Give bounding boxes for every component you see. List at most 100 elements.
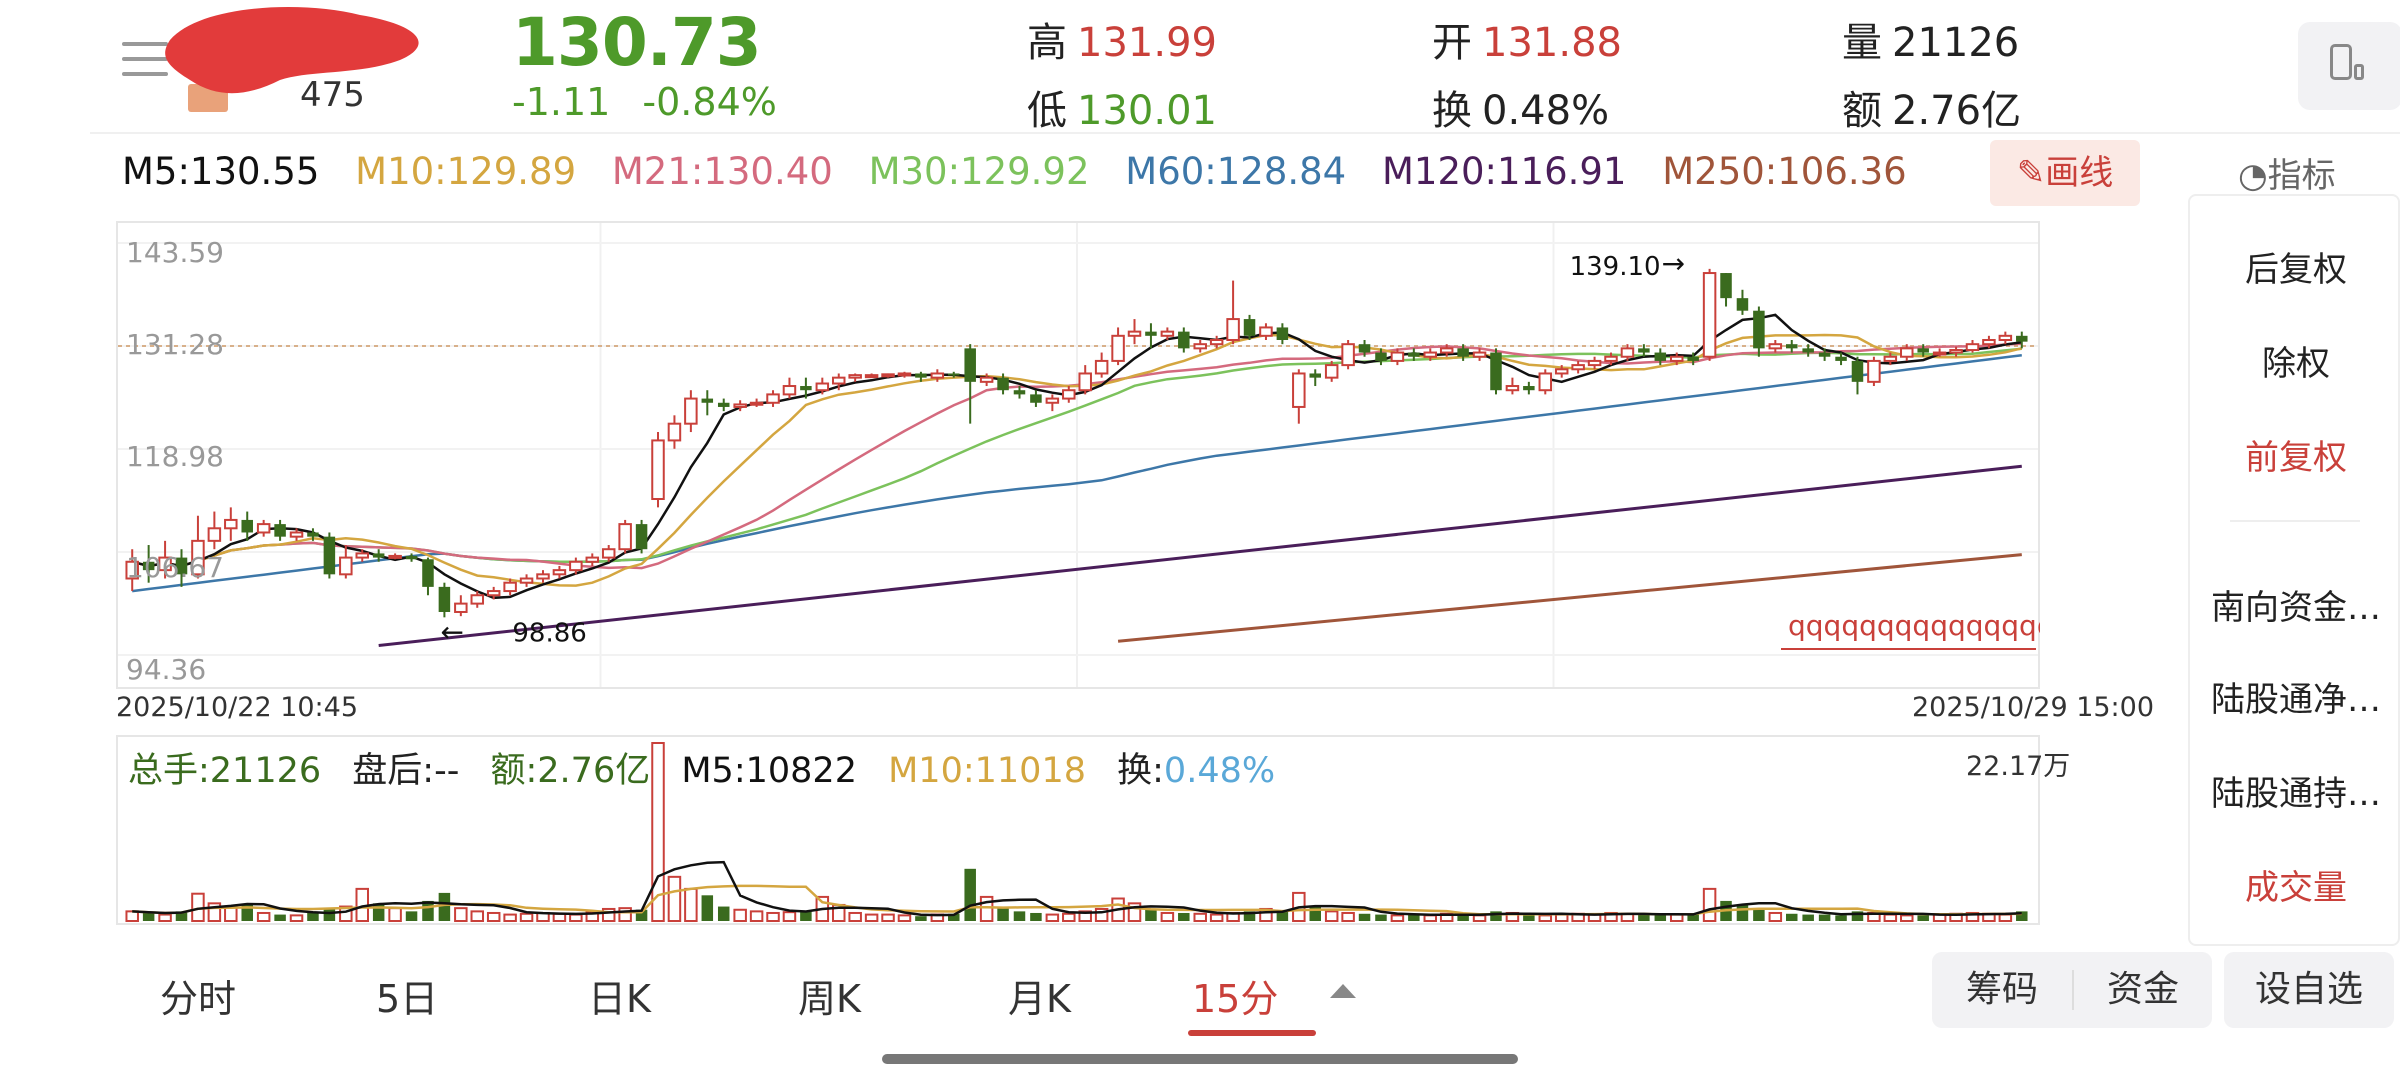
kline-chart[interactable]: 139.10→ 98.86 ← qqqqqqqqqqqqqqqqq — [116, 221, 2040, 689]
change-value: -1.11 — [512, 80, 611, 124]
candle-body — [800, 386, 812, 391]
candle-body — [1375, 352, 1387, 361]
candle-body — [486, 590, 501, 597]
vol-turn-label: 换: — [1117, 751, 1164, 791]
volume-bar — [948, 913, 960, 921]
candle-body — [1982, 338, 1996, 346]
tab-5day[interactable]: 5日 — [376, 977, 439, 1021]
volume-bar — [256, 911, 271, 922]
candle-body — [470, 594, 485, 605]
volume-bar — [667, 875, 682, 923]
pencil-icon: ✎ — [2016, 153, 2046, 193]
volume-bar — [1768, 911, 1783, 922]
menu-icon[interactable] — [122, 42, 168, 82]
candle-body — [1669, 355, 1684, 362]
volume-bar — [1702, 887, 1717, 922]
add-watchlist-button[interactable]: 设自选 — [2224, 952, 2394, 1028]
volume-bar — [470, 910, 485, 922]
candle-body — [1390, 351, 1405, 362]
ma60-label: M60:128.84 — [1125, 150, 1347, 193]
candle-body — [782, 385, 797, 396]
candle-body — [372, 553, 385, 558]
candle-body — [422, 559, 434, 587]
candle-body — [1720, 273, 1732, 299]
volume-bar — [1538, 914, 1553, 922]
candle-body — [323, 536, 336, 575]
low-label: 低 — [1027, 88, 1067, 134]
volume-bar — [1654, 915, 1667, 921]
vol-turn-value: 0.48% — [1163, 751, 1276, 791]
tab-weekly[interactable]: 周K — [798, 977, 861, 1021]
candle-body — [717, 402, 730, 407]
ma30-label: M30:129.92 — [868, 150, 1090, 193]
phone-small-icon — [2354, 64, 2364, 80]
volume-bar — [881, 913, 895, 922]
ytick-4: 106.67 — [126, 551, 224, 584]
candle-body — [125, 560, 139, 580]
side-item-southbound[interactable]: 南向资金… — [2211, 588, 2381, 628]
candle-body — [1900, 347, 1914, 358]
candle-body — [1030, 394, 1042, 403]
volume-chart-frame[interactable] — [116, 735, 2040, 925]
side-item-volume[interactable]: 成交量 — [2245, 868, 2347, 908]
candle-body — [1538, 372, 1553, 392]
candle-body — [1045, 397, 1060, 404]
candle-body — [355, 552, 370, 559]
volume-stat: 量 21126 — [1842, 10, 2019, 68]
volume-bar — [207, 902, 222, 922]
max-arrow-icon: → — [1662, 247, 1685, 280]
draw-line-label: 画线 — [2045, 153, 2114, 193]
volume-bar — [1078, 910, 1092, 922]
volume-bar — [1472, 914, 1487, 922]
max-price-label: 139.10 — [1570, 252, 1661, 282]
draw-line-button[interactable]: ✎画线 — [1990, 140, 2140, 206]
chips-button[interactable]: 筹码 — [1965, 969, 2038, 1010]
funds-button[interactable]: 资金 — [2106, 969, 2179, 1010]
side-item-connect-hold[interactable]: 陆股通持… — [2211, 774, 2381, 814]
turnover-label: 换 — [1432, 88, 1472, 134]
kline-chart-frame[interactable] — [116, 221, 2040, 689]
candle-body — [1687, 356, 1699, 361]
volume-bar — [438, 892, 451, 921]
amount-stat: 额 2.76亿 — [1842, 78, 2021, 136]
tab-daily[interactable]: 日K — [588, 977, 651, 1021]
volume-bar — [388, 907, 402, 922]
candle-body — [749, 401, 764, 406]
candle-body — [454, 602, 468, 613]
side-item-connect-net[interactable]: 陆股通净… — [2211, 680, 2381, 720]
volume-chart[interactable] — [116, 735, 2040, 925]
candle-body — [667, 422, 682, 442]
candle-body — [1193, 343, 1207, 350]
amount-value: 2.76亿 — [1892, 88, 2022, 134]
volume-bar — [1523, 914, 1535, 921]
candle-body — [438, 586, 451, 612]
volume-bar — [422, 900, 434, 921]
side-item-back-adjust[interactable]: 后复权 — [2245, 250, 2347, 290]
volume-bar — [782, 911, 797, 922]
volume-bar — [1490, 911, 1502, 921]
open-label: 开 — [1432, 20, 1472, 66]
candle-body — [536, 573, 550, 580]
volume-bar — [897, 914, 912, 922]
tab-intraday[interactable]: 分时 — [160, 977, 237, 1021]
side-item-ex-rights[interactable]: 除权 — [2262, 344, 2330, 384]
volume-bar — [701, 895, 714, 921]
total-hands: 总手:21126 — [128, 751, 322, 791]
price-change: -1.11 -0.84% — [512, 80, 777, 124]
indicator-button[interactable]: ◔指标 — [2238, 148, 2336, 197]
caret-up-icon[interactable] — [1330, 984, 1356, 998]
candle-body — [1341, 343, 1355, 367]
side-item-forward-adjust[interactable]: 前复权 — [2245, 438, 2347, 478]
volume-bar — [1390, 914, 1405, 922]
candle-body — [1998, 334, 2013, 341]
indicator-label: 指标 — [2267, 156, 2336, 196]
landscape-toggle-button[interactable] — [2298, 22, 2400, 110]
candle-body — [274, 524, 286, 537]
volume-bar — [569, 913, 583, 922]
volume-value: 21126 — [1892, 20, 2020, 66]
volume-bar — [1030, 912, 1042, 921]
tab-monthly[interactable]: 月K — [1008, 977, 1071, 1021]
candle-body — [519, 577, 534, 584]
tab-15min[interactable]: 15分 — [1192, 977, 1279, 1021]
open-stat: 开 131.88 — [1432, 10, 1622, 68]
